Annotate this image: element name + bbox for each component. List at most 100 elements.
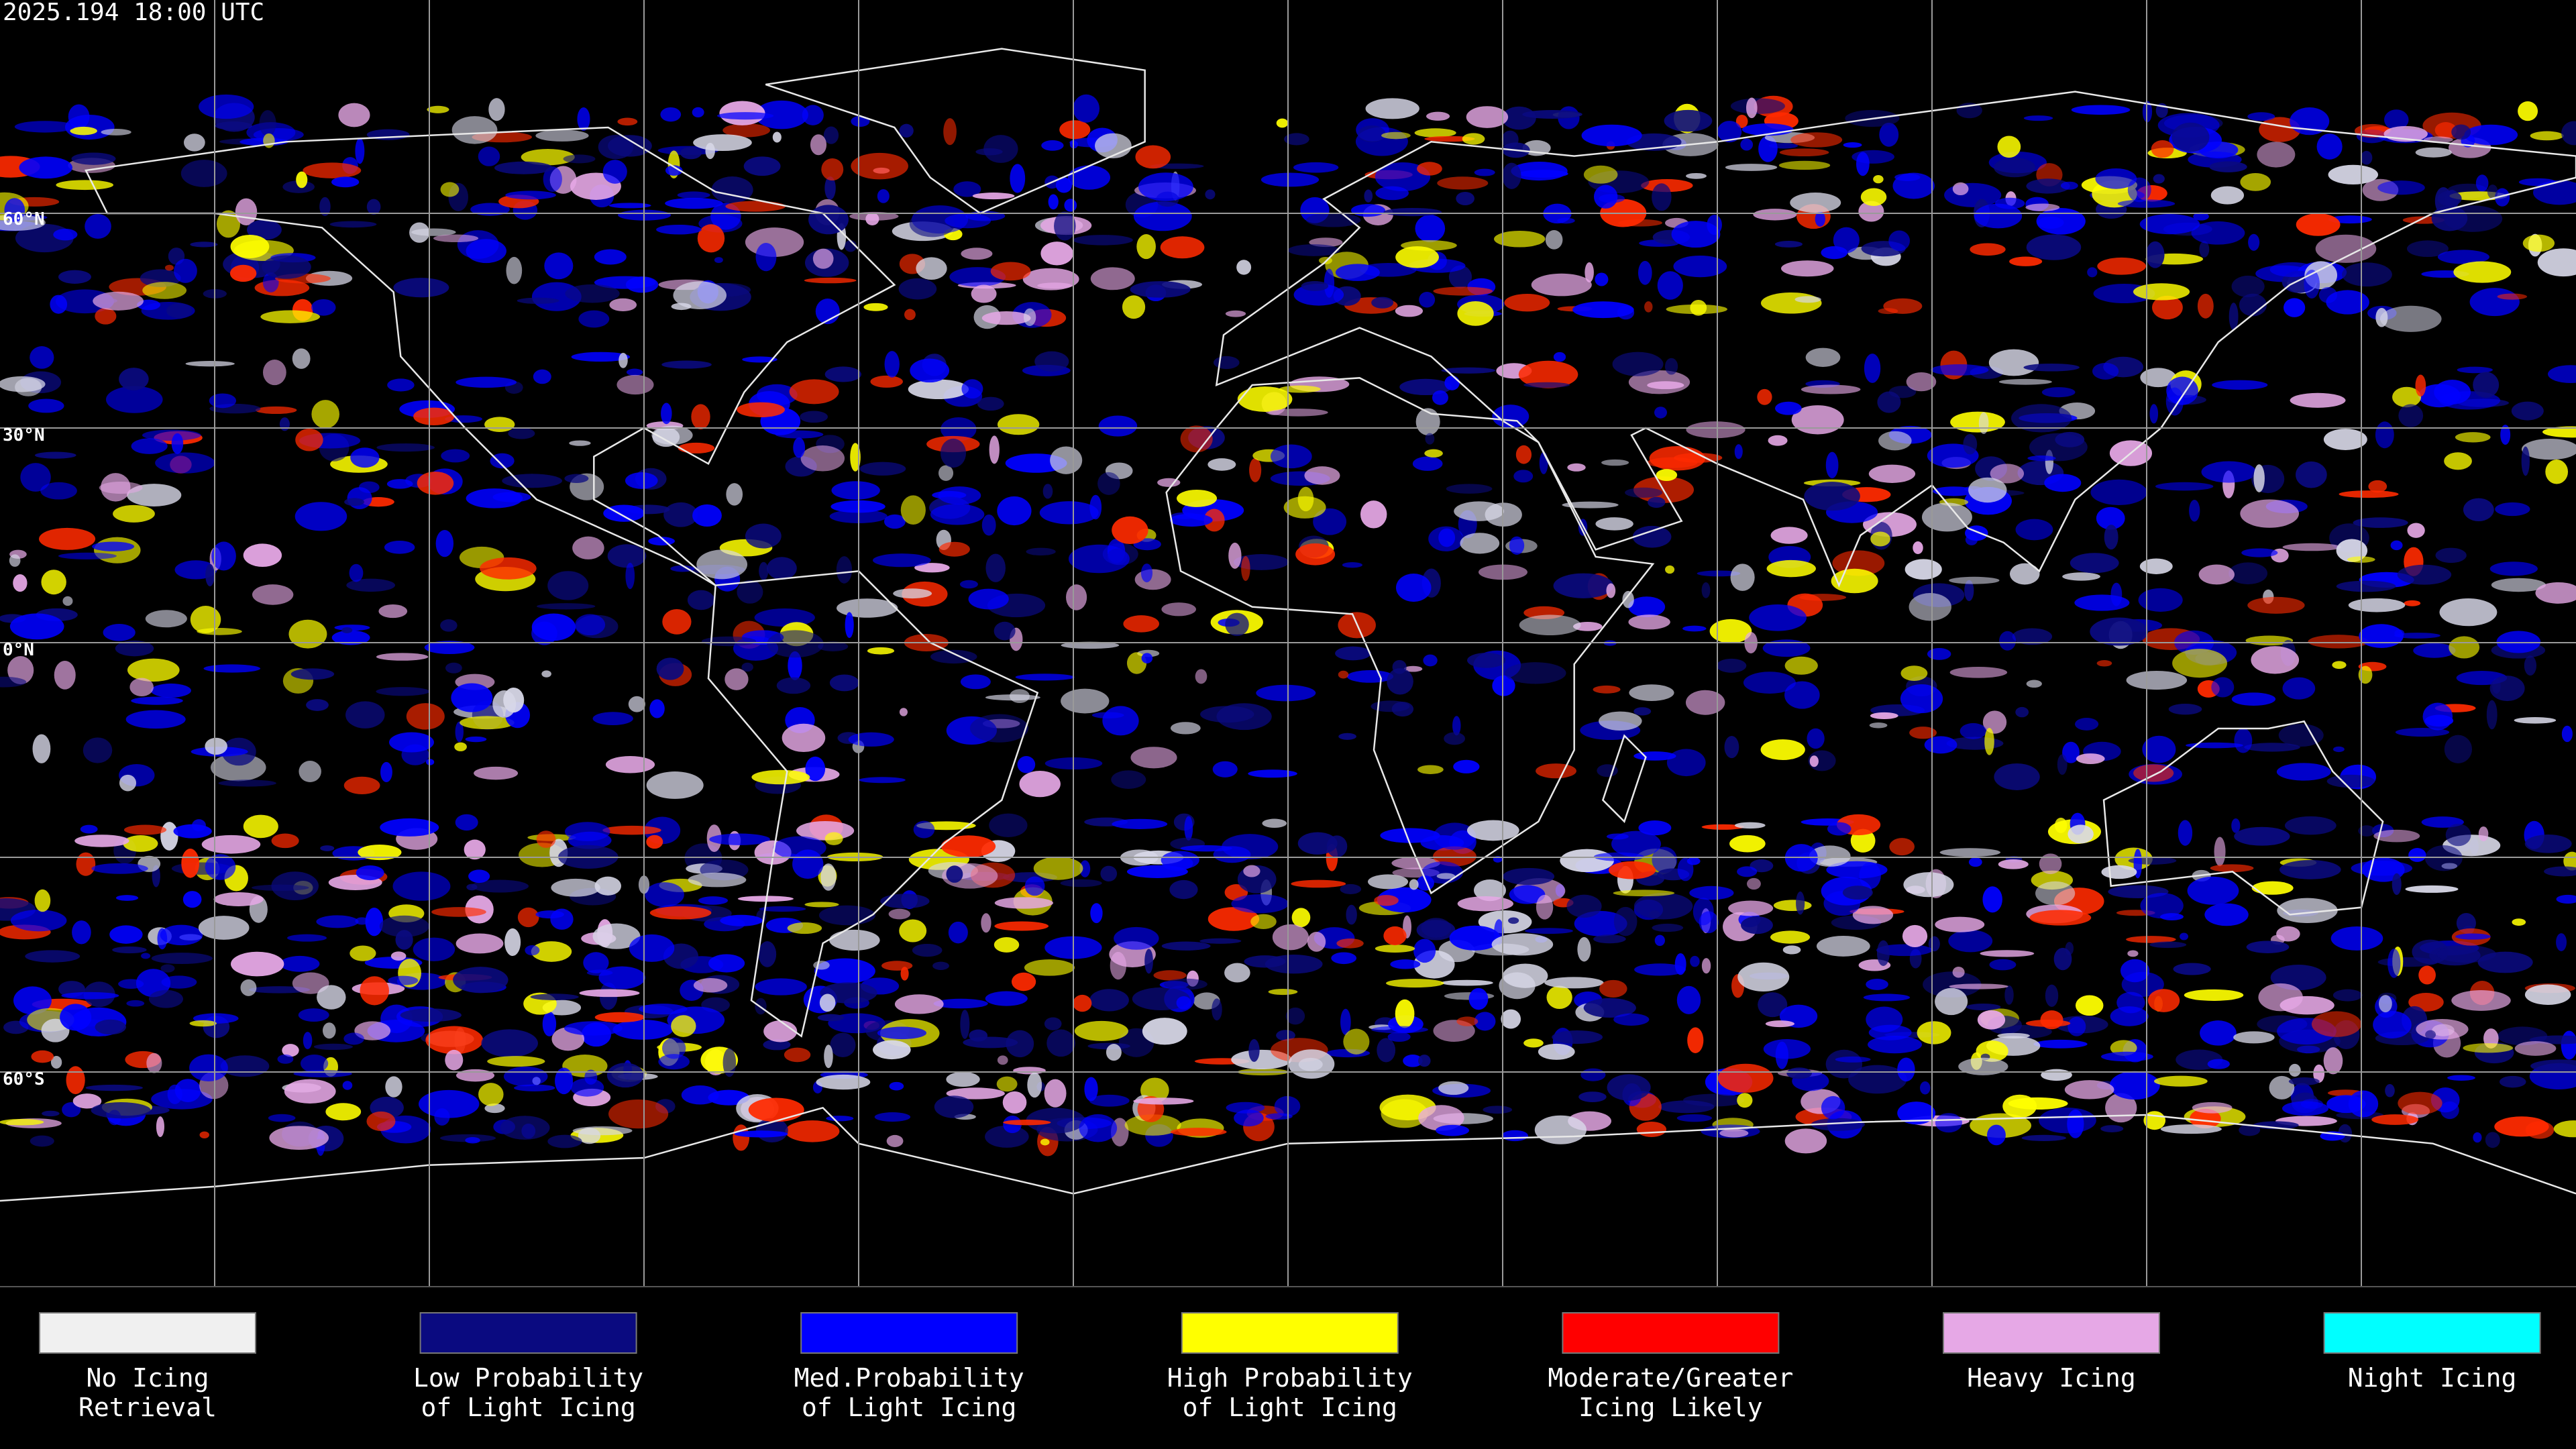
icing-patch [460,716,515,730]
icing-patch [789,379,839,405]
icing-patch [1773,900,1812,912]
icing-patch [817,1014,845,1022]
icing-patch [1462,133,1485,145]
icing-patch [1248,1038,1260,1062]
icing-patch [2288,1077,2320,1086]
icing-patch [1734,444,1743,460]
icing-patch [792,849,824,879]
icing-patch [160,822,178,851]
icing-patch [1625,487,1663,498]
icing-patch [2491,578,2546,592]
icing-patch [656,657,684,680]
icing-patch [1249,458,1262,482]
icing-patch [189,1020,217,1027]
icing-patch [2398,1091,2443,1115]
icing-patch [2015,706,2029,718]
icing-patch [41,570,66,595]
icing-patch [2514,1041,2557,1056]
icing-patch [2440,1101,2459,1120]
icing-patch [1963,433,1978,455]
icing-patch [564,474,589,483]
icing-patch [30,1135,54,1147]
icing-patch [2424,845,2463,871]
icing-patch [1997,136,2021,158]
icing-patch [646,835,663,849]
icing-patch [930,504,985,525]
icing-patch [1652,183,1672,211]
icing-patch [2315,234,2377,263]
icing-patch [2358,825,2375,837]
icing-patch [2026,234,2082,260]
icing-patch [263,133,275,148]
icing-patch [345,701,385,729]
icing-patch [2290,392,2346,408]
icing-patch [10,910,67,932]
icing-patch [1531,273,1592,297]
icing-patch [1387,668,1413,695]
icing-patch [2379,995,2392,1013]
icing-patch [990,262,1031,281]
icing-patch [2455,432,2491,443]
icing-patch [1505,662,1566,684]
icing-patch [1237,386,1293,412]
icing-patch [851,115,870,127]
icing-patch [113,504,155,523]
icing-patch [628,696,645,712]
icing-patch [74,835,129,847]
coastline [765,48,1146,215]
icing-patch [2231,275,2265,298]
icing-patch [376,443,435,452]
icing-patch [478,1083,504,1106]
legend-label: of Light Icing [421,1393,635,1422]
icing-patch [2524,835,2572,853]
icing-patch [1224,963,1250,983]
icing-patch [1456,1016,1479,1026]
icing-patch [1879,122,1899,147]
icing-patch [1291,908,1311,928]
icing-patch [1717,1063,1774,1093]
icing-patch [2445,823,2471,847]
icing-patch [1006,1030,1034,1058]
icing-patch [940,438,967,468]
icing-patch [2210,864,2254,873]
icing-patch [1383,207,1442,217]
icing-patch [296,171,308,189]
icing-patch [2514,716,2557,724]
icing-patch [617,117,638,126]
icing-patch [354,1021,391,1040]
icing-patch [2390,540,2403,551]
icing-patch [1539,451,1548,474]
icing-patch [344,498,365,506]
icing-patch [1606,583,1616,598]
icing-patch [406,703,445,730]
icing-patch [755,978,807,996]
icing-field [0,94,2576,1157]
icing-patch [71,152,116,165]
icing-patch [1843,142,1862,148]
icing-patch [1833,227,1860,254]
icing-patch [2087,267,2098,278]
icing-patch [981,913,991,933]
icing-patch [2547,365,2576,384]
icing-patch [151,953,213,965]
icing-patch [1283,496,1326,519]
icing-patch [1180,845,1232,852]
icing-patch [609,298,637,312]
icing-patch [1424,449,1443,458]
icing-patch [1437,176,1489,190]
icing-patch [1102,706,1139,736]
icing-patch [413,937,455,961]
icing-patch [378,604,408,619]
icing-patch [2371,1114,2419,1125]
icing-patch [1699,911,1719,934]
icing-patch [824,176,836,200]
legend-swatch [800,1312,1018,1354]
legend-label: Moderate/Greater [1548,1363,1793,1393]
icing-patch [451,116,498,144]
icing-patch [1285,1007,1305,1025]
icing-patch [171,433,184,454]
icing-patch [711,176,753,203]
icing-patch [1919,1081,1931,1095]
icing-patch [1949,983,2008,989]
icing-patch [658,1054,690,1070]
